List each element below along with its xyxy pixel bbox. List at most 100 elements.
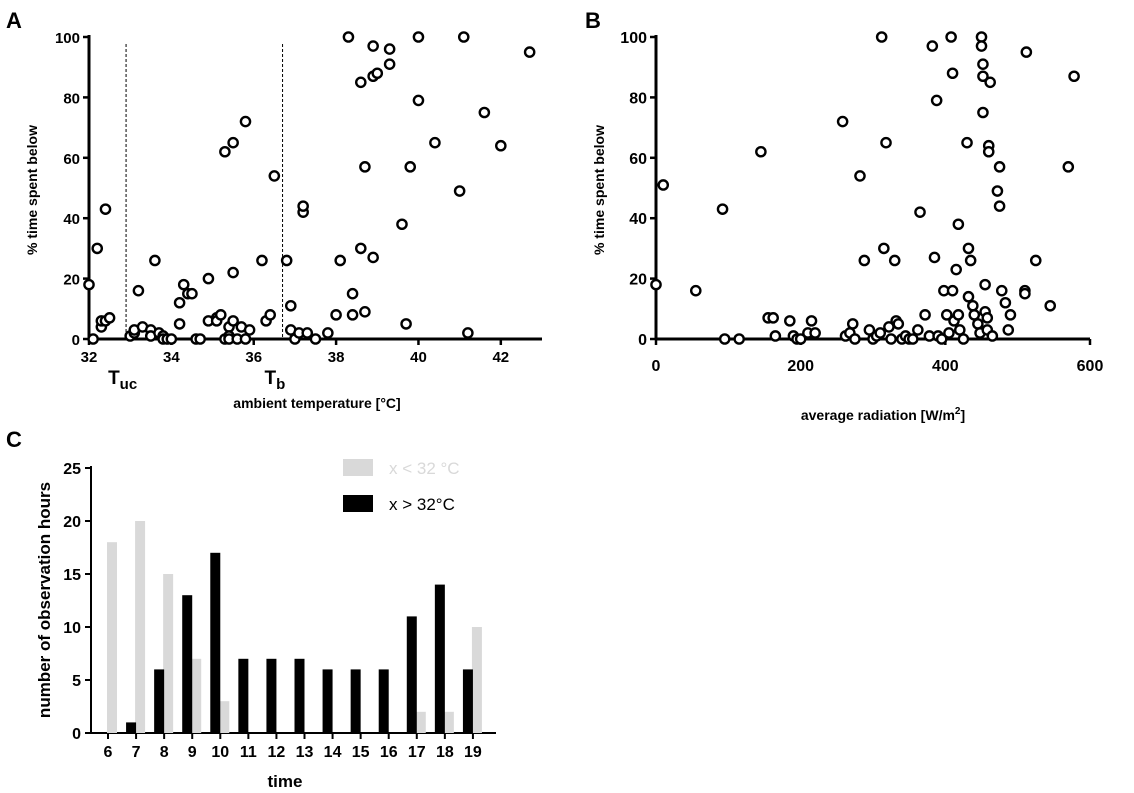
panel-b-point	[906, 333, 919, 345]
panel-b-point	[1062, 161, 1075, 173]
panel-a-point	[453, 185, 466, 197]
panel-a-y-tick-label: 40	[63, 211, 80, 228]
panel-a-x-tick-label: 42	[492, 349, 509, 366]
panel-b-point	[946, 67, 959, 80]
panel-a-y-axis-label: % time spent below	[24, 125, 40, 255]
panel-c: C number of observation hours time 0 5 10 1…	[6, 427, 496, 791]
legend-label-above-32: x > 32°C	[389, 495, 455, 514]
panel-b-point	[854, 170, 866, 182]
panel-b-x-tick-label: 0	[652, 358, 661, 375]
bar-above-32	[294, 658, 305, 733]
panel-b-point	[981, 312, 994, 324]
panel-b-point	[962, 242, 975, 255]
panel-a-y-tick-label: 80	[63, 90, 80, 107]
panel-a-point	[457, 31, 470, 43]
panel-a-point	[342, 31, 355, 43]
panel-c-y-tick-label: 5	[72, 673, 81, 690]
panel-a-points	[83, 31, 536, 345]
bar-below-32	[471, 627, 482, 733]
panel-b-point	[977, 58, 989, 70]
panel-c-y-tick-label: 20	[63, 514, 81, 531]
panel-c-y-axis-label: number of observation hours	[35, 482, 54, 718]
panel-a-point	[429, 136, 441, 149]
panel-b-point	[1068, 70, 1080, 83]
panel-a-x-tick-label: 36	[245, 349, 262, 366]
panel-b-points	[650, 31, 1080, 345]
panel-c-x-tick-label: 14	[324, 744, 342, 761]
bar-above-32	[154, 669, 165, 733]
panel-a-point	[412, 94, 425, 107]
panel-a-axes: 0 20 40 60 80 100 32 34 36 38 40 42	[55, 30, 542, 366]
panel-a-x-axis-label: ambient temperature [°C]	[233, 395, 400, 411]
panel-b-point	[1019, 287, 1031, 300]
bar-above-32	[182, 595, 193, 733]
panel-b-point	[967, 299, 979, 312]
panel-b-point	[1020, 46, 1033, 58]
panel-a-y-tick-label: 20	[63, 272, 80, 289]
panel-b-point	[809, 327, 821, 339]
bar-above-32	[126, 722, 137, 733]
panel-b-point	[716, 203, 729, 215]
panel-b-y-tick-label: 80	[629, 90, 647, 107]
panel-a-x-tick-label: 32	[81, 349, 98, 366]
bar-below-32	[135, 521, 146, 733]
panel-c-x-tick-label: 18	[436, 744, 454, 761]
panel-a-point	[523, 46, 536, 58]
legend: x < 32 °C x > 32°C	[343, 459, 460, 514]
panel-a-point	[383, 43, 396, 55]
panel-b-point	[767, 312, 779, 324]
panel-b-point	[880, 136, 892, 149]
panel-a-threshold-label: Tuc	[108, 368, 137, 393]
legend-swatch-above-32	[343, 495, 373, 512]
bar-above-32	[406, 616, 417, 733]
panel-a-point	[243, 324, 256, 336]
panel-c-x-tick-label: 10	[211, 744, 229, 761]
panel-b-point	[977, 106, 989, 119]
panel-b-point	[1044, 299, 1057, 312]
panel-a-point	[478, 106, 491, 119]
panel-b-y-tick-label: 0	[638, 332, 647, 349]
panel-a-point	[346, 287, 359, 300]
panel-b-point	[975, 40, 988, 52]
panel-b-axes: 0 20 40 60 80 100 0 200 400 600	[620, 30, 1103, 375]
panel-b-point	[805, 315, 818, 327]
panel-a-point	[132, 284, 145, 297]
bar-above-32	[210, 552, 221, 733]
panel-b: B % time spent below average radiation […	[585, 8, 1103, 423]
panel-a-point	[264, 309, 277, 321]
panel-b-point	[986, 330, 999, 342]
panel-b-point	[977, 70, 989, 83]
panel-b-point	[995, 284, 1008, 297]
panel-a-point	[280, 254, 293, 267]
panel-c-x-tick-label: 11	[240, 744, 257, 761]
panel-a-x-tick-label: 40	[410, 349, 427, 366]
panel-b-point	[846, 318, 859, 330]
bar-above-32	[322, 669, 333, 733]
panel-a-point	[301, 327, 314, 339]
panel-b-y-tick-label: 20	[629, 272, 647, 289]
panel-b-point	[946, 284, 959, 297]
panel-c-x-tick-label: 8	[160, 744, 169, 761]
panel-c-y-tick-label: 25	[63, 461, 81, 478]
panel-b-point	[755, 145, 767, 158]
panel-b-point	[993, 200, 1006, 212]
panel-a-point	[309, 333, 322, 345]
panel-a-point	[359, 306, 371, 318]
panel-b-x-tick-label: 400	[932, 358, 959, 375]
panel-b-point	[849, 333, 861, 345]
panel-b-point	[979, 278, 991, 291]
panel-a-point	[165, 333, 178, 345]
panel-a-label: A	[6, 8, 22, 33]
panel-b-point	[968, 309, 981, 321]
panel-b-x-tick-label: 200	[787, 358, 814, 375]
bar-above-32	[350, 669, 361, 733]
panel-b-point	[930, 94, 943, 107]
panel-b-point	[984, 76, 996, 89]
panel-b-point	[943, 327, 955, 339]
panel-a-y-tick-label: 60	[63, 151, 80, 168]
panel-b-point	[892, 318, 905, 330]
bar-below-32	[443, 711, 454, 733]
panel-c-label: C	[6, 427, 22, 452]
panel-c-x-tick-label: 17	[408, 744, 426, 761]
panel-b-point	[940, 309, 953, 321]
